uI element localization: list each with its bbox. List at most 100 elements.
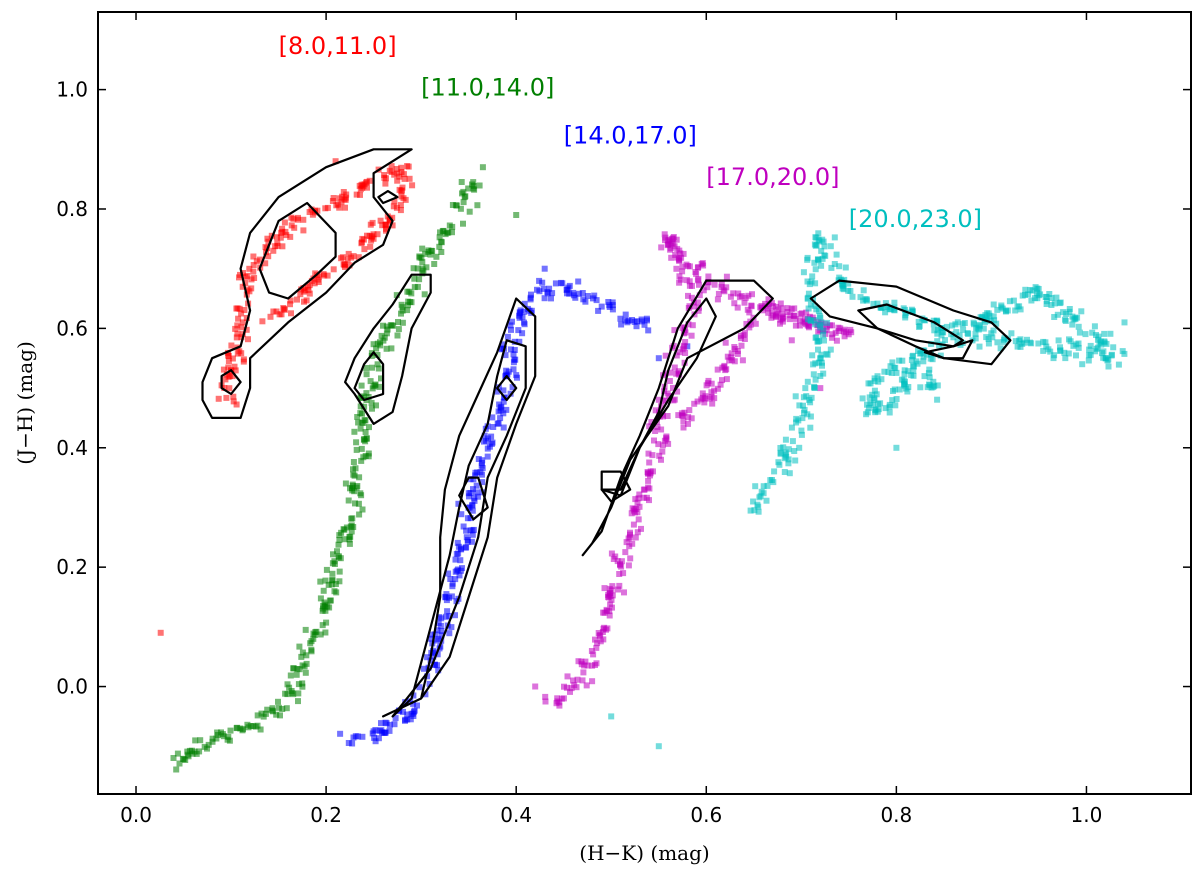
scatter-point [622,549,629,556]
scatter-point [672,252,679,258]
scatter-point [674,388,681,395]
scatter-point [864,409,871,416]
scatter-point [391,198,398,205]
scatter-point [357,403,364,410]
scatter-point [434,651,441,658]
scatter-point [817,355,824,362]
scatter-point [598,303,605,310]
scatter-point [320,587,327,594]
scatter-point [394,332,401,339]
scatter-point [250,723,257,730]
scatter-point [452,576,459,583]
scatter-point [746,309,753,316]
scatter-point [812,280,819,287]
scatter-point [355,419,362,426]
scatter-point [818,351,825,358]
scatter-point [633,323,640,330]
scatter-point [400,171,407,178]
scatter-point [731,300,738,307]
scatter-point [972,330,979,337]
scatter-point [980,325,987,332]
scatter-point [671,243,678,250]
scatter-point [896,386,903,393]
scatter-point [517,307,524,314]
scatter-point [382,180,389,187]
scatter-point [226,385,233,392]
scatter-point [819,236,826,243]
scatter-point [335,541,342,548]
scatter-point [332,581,339,587]
scatter-point [792,315,799,322]
scatter-point [815,359,822,366]
series-label: [8.0,11.0] [279,32,397,60]
scatter-point [438,249,445,255]
scatter-point [890,388,896,394]
scatter-point [624,319,631,326]
scatter-point [191,748,198,755]
scatter-point [444,229,451,236]
scatter-point [784,305,791,312]
scatter-point [246,265,253,272]
scatter-point [388,163,395,170]
scatter-point [330,551,336,558]
scatter-point [695,264,702,271]
scatter-point [627,531,633,538]
scatter-point [467,515,474,522]
scatter-point [688,294,695,301]
scatter-point [352,733,359,740]
scatter-point [503,367,510,374]
scatter-point [1017,306,1024,313]
scatter-point [306,282,313,289]
scatter-point [1048,295,1055,301]
scatter-point [796,402,803,409]
scatter-point [295,698,301,705]
scatter-point [1086,352,1093,359]
scatter-point [593,297,600,304]
scatter-point [490,424,497,430]
density-contour [809,279,1012,366]
scatter-point [627,555,634,562]
scatter-point [416,684,423,691]
scatter-point [176,760,183,767]
scatter-point [634,509,641,516]
scatter-point [664,390,671,397]
scatter-point [322,629,329,636]
scatter-point [1008,330,1015,337]
scatter-point [546,285,553,292]
scatter-point [350,459,357,465]
scatter-point [374,231,381,238]
scatter-point [317,631,324,638]
scatter-point [804,294,811,301]
scatter-point [900,377,907,384]
scatter-point [541,295,548,302]
scatter-point [345,250,352,257]
scatter-point [274,242,281,249]
scatter-point [822,252,829,259]
scatter-point [905,368,912,375]
scatter-point [397,207,404,214]
scatter-point [1051,352,1058,359]
scatter-point [510,351,517,358]
scatter-point [934,338,941,345]
scatter-point [393,292,400,299]
scatter-point [479,479,486,486]
scatter-point [358,445,365,452]
scatter-point [280,305,287,311]
scatter-point [224,371,230,378]
scatter-point [817,324,824,331]
scatter-point [467,476,474,483]
scatter-point [411,284,418,291]
scatter-point [775,459,782,466]
scatter-point [387,322,394,329]
scatter-point [348,528,355,535]
scatter-point [748,302,755,309]
scatter-point [446,613,453,619]
scatter-point [489,439,496,446]
scatter-point [371,734,378,741]
scatter-point [542,693,549,700]
scatter-point [345,740,352,746]
scatter-point [240,356,247,363]
scatter-point [493,388,500,395]
scatter-point [453,202,460,209]
scatter-point [599,629,606,635]
